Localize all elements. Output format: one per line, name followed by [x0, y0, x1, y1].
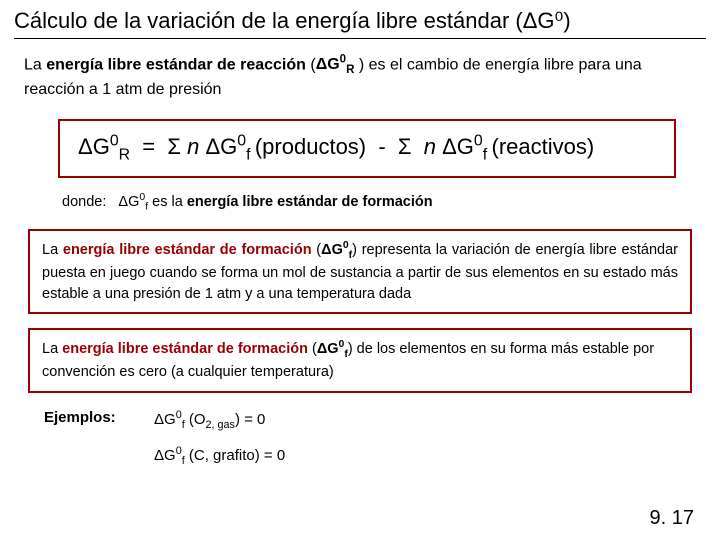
donde-line: donde: ΔG0f es la energía libre estándar…	[14, 192, 706, 213]
example-1: ΔG0f (O2, gas) = 0	[154, 409, 688, 431]
intro-paragraph: La energía libre estándar de reacción (Δ…	[14, 53, 706, 101]
examples-label: Ejemplos:	[44, 409, 154, 481]
definition-box-elements: La energía libre estándar de formación (…	[28, 328, 692, 393]
examples-row: Ejemplos: ΔG0f (O2, gas) = 0 ΔG0f (C, gr…	[14, 409, 706, 481]
page-title: Cálculo de la variación de la energía li…	[14, 8, 706, 39]
formula: ΔG0R = Σ n ΔG0f (productos) - Σ n ΔG0f (…	[78, 134, 594, 159]
formula-box: ΔG0R = Σ n ΔG0f (productos) - Σ n ΔG0f (…	[58, 119, 676, 179]
examples-list: ΔG0f (O2, gas) = 0 ΔG0f (C, grafito) = 0	[154, 409, 688, 481]
example-2: ΔG0f (C, grafito) = 0	[154, 445, 688, 467]
definition-box-formation: La energía libre estándar de formación (…	[28, 229, 692, 314]
page-number: 9. 17	[650, 507, 694, 530]
